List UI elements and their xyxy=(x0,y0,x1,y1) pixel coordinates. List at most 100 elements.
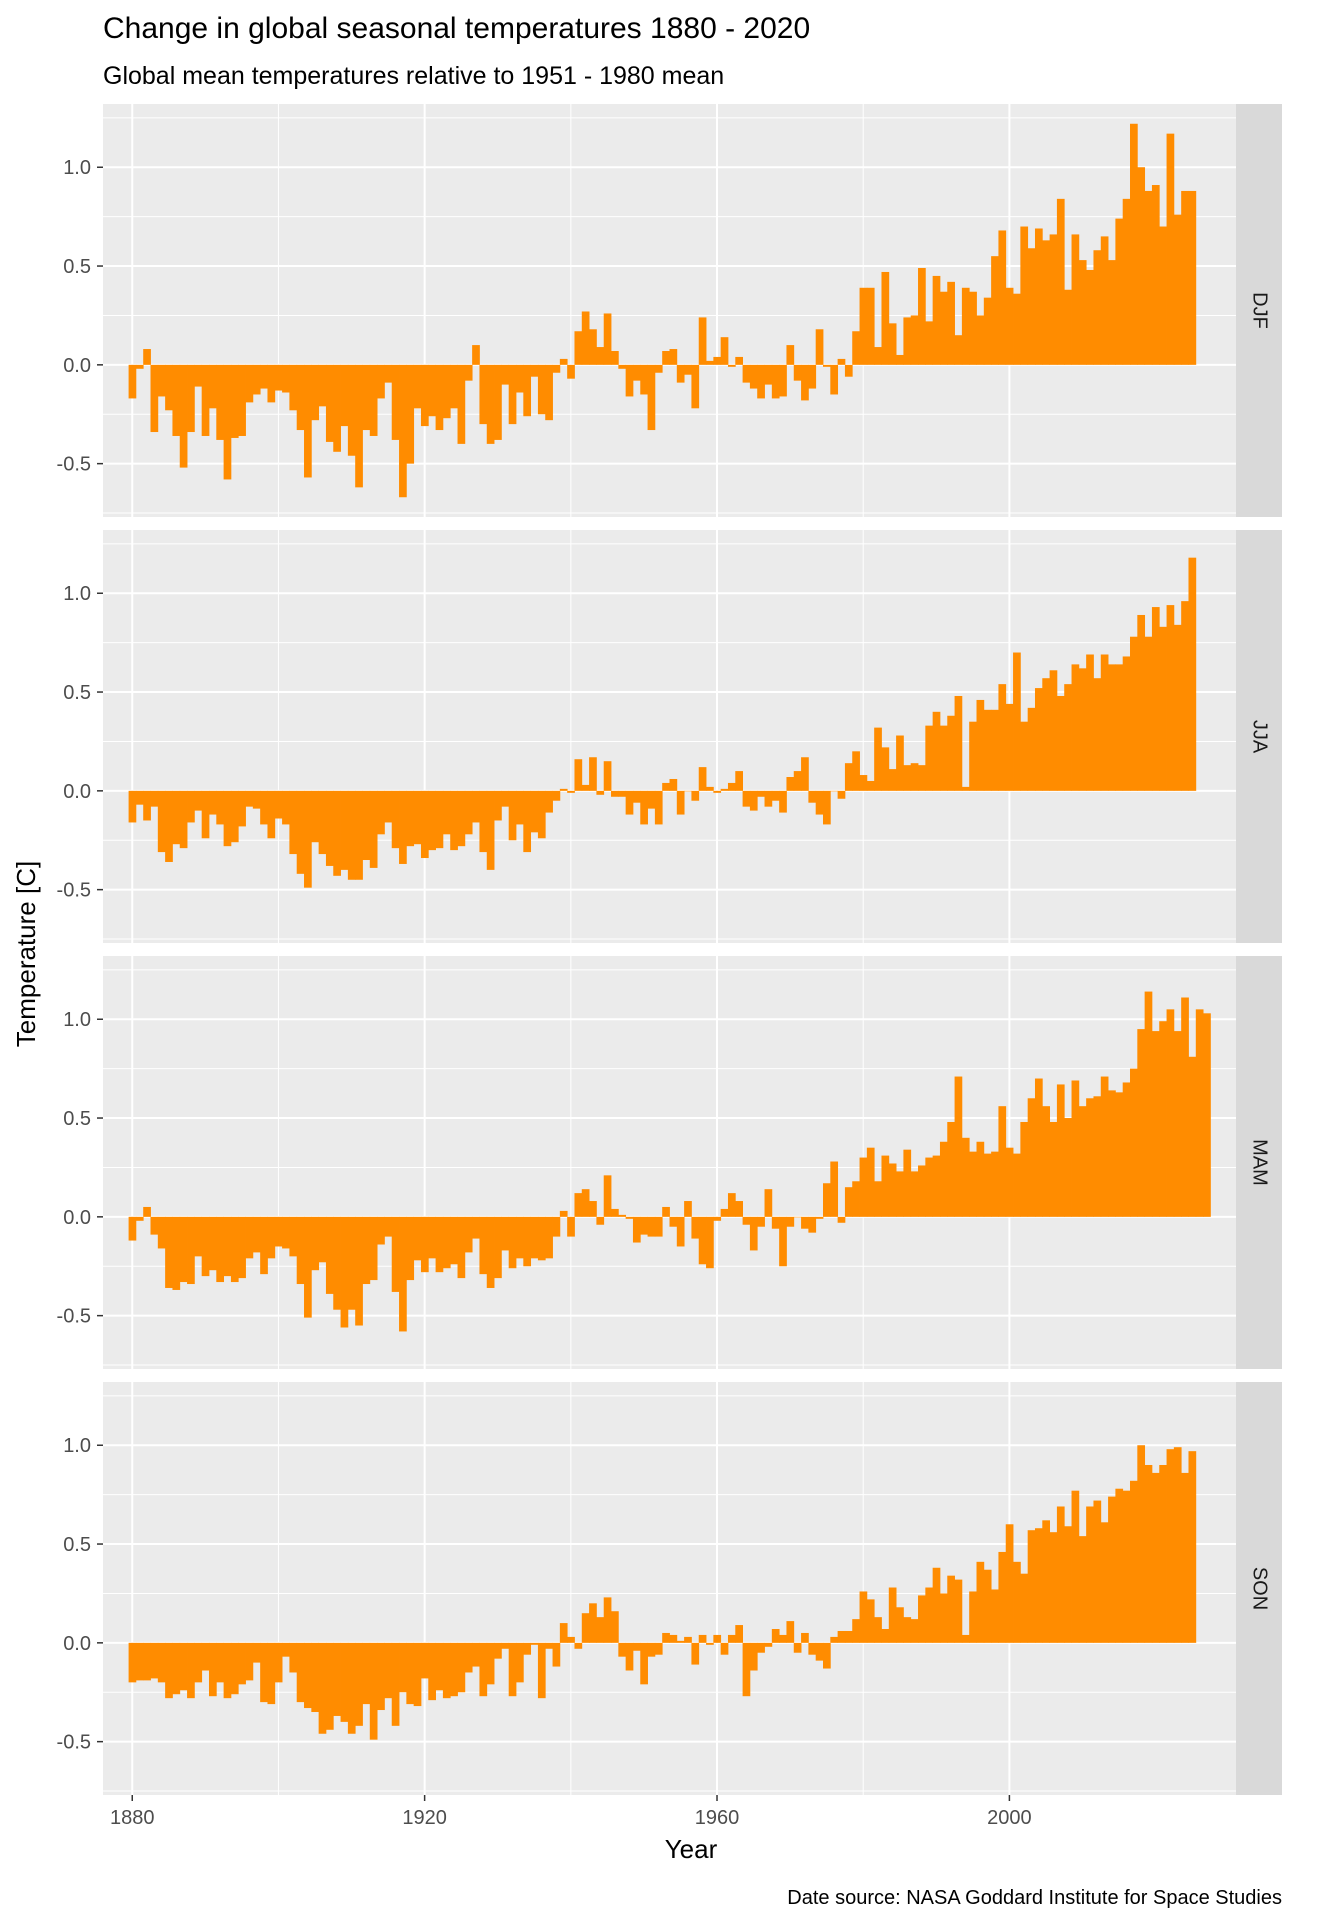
bar-mam-1950 xyxy=(640,1216,648,1235)
bar-djf-1979 xyxy=(852,331,860,365)
bar-son-1957 xyxy=(691,1642,700,1665)
bar-djf-1992 xyxy=(947,281,955,365)
bar-jja-2016 xyxy=(1122,656,1131,791)
bar-djf-1925 xyxy=(457,364,466,444)
bar-mam-1937 xyxy=(545,1216,553,1259)
bar-mam-1947 xyxy=(618,1214,627,1217)
bar-jja-1995 xyxy=(969,721,977,791)
bar-djf-1920 xyxy=(420,364,429,427)
bar-mam-1992 xyxy=(947,1121,955,1217)
bar-jja-2011 xyxy=(1086,654,1094,791)
bar-mam-1955 xyxy=(676,1216,685,1247)
bar-djf-1948 xyxy=(625,364,634,397)
data-source-caption: Date source: NASA Goddard Institute for … xyxy=(787,1887,1282,1909)
bar-mam-1895 xyxy=(238,1216,246,1279)
bar-jja-1910 xyxy=(347,790,356,880)
bar-djf-2014 xyxy=(1108,260,1116,365)
bar-son-1928 xyxy=(479,1642,488,1697)
bar-jja-1982 xyxy=(874,727,882,791)
bar-son-2012 xyxy=(1093,1500,1102,1643)
bar-son-2003 xyxy=(1027,1530,1036,1643)
bar-djf-2011 xyxy=(1086,269,1094,365)
bar-jja-2013 xyxy=(1100,654,1109,791)
bar-djf-1952 xyxy=(654,364,663,373)
bar-jja-1912 xyxy=(362,790,371,861)
bar-son-1931 xyxy=(501,1642,510,1649)
bar-son-1897 xyxy=(252,1642,261,1663)
bar-jja-1907 xyxy=(325,790,334,866)
bar-djf-1906 xyxy=(318,364,327,407)
bar-son-1891 xyxy=(208,1642,217,1697)
bar-son-1910 xyxy=(347,1642,356,1734)
bar-mam-1943 xyxy=(589,1201,597,1217)
bar-jja-1902 xyxy=(289,790,298,855)
bar-son-1951 xyxy=(647,1642,656,1657)
x-axis-title: Year xyxy=(665,1834,718,1864)
facet-strip xyxy=(1236,956,1282,1369)
bar-mam-1909 xyxy=(340,1216,349,1328)
bar-son-1935 xyxy=(530,1642,539,1645)
bar-jja-1903 xyxy=(296,790,305,874)
bar-djf-1930 xyxy=(494,364,502,440)
bar-son-1996 xyxy=(976,1561,985,1643)
y-tick-label: 0.5 xyxy=(63,1108,91,1130)
bar-mam-1916 xyxy=(391,1216,400,1292)
bar-djf-1915 xyxy=(384,364,393,383)
bar-son-1919 xyxy=(413,1642,422,1707)
bar-djf-1910 xyxy=(347,364,356,456)
bar-mam-1988 xyxy=(918,1165,926,1217)
bar-jja-1885 xyxy=(165,790,173,862)
bar-son-1984 xyxy=(888,1587,897,1643)
bar-jja-1905 xyxy=(311,790,320,843)
bar-djf-1892 xyxy=(216,364,225,440)
bar-djf-1951 xyxy=(647,364,656,431)
bar-mam-1960 xyxy=(713,1216,722,1221)
bar-mam-1963 xyxy=(735,1201,743,1217)
bar-mam-2025 xyxy=(1188,1056,1197,1217)
bar-mam-2000 xyxy=(1005,1147,1014,1217)
bar-jja-1989 xyxy=(925,725,934,791)
bar-son-1972 xyxy=(801,1632,809,1643)
bar-jja-2005 xyxy=(1042,678,1051,791)
bar-jja-1920 xyxy=(420,790,429,859)
bar-son-1994 xyxy=(961,1634,970,1643)
bar-jja-1960 xyxy=(713,790,722,793)
bar-jja-1934 xyxy=(523,790,532,853)
bar-jja-1962 xyxy=(727,782,736,791)
bar-mam-1915 xyxy=(384,1216,393,1237)
bar-djf-1903 xyxy=(296,364,305,431)
bar-djf-1895 xyxy=(238,364,246,436)
bar-djf-1900 xyxy=(274,364,283,391)
bar-son-1986 xyxy=(903,1617,912,1643)
bar-mam-1973 xyxy=(808,1216,817,1233)
bar-son-1990 xyxy=(932,1567,941,1643)
bar-son-1940 xyxy=(567,1636,575,1643)
bar-mam-1925 xyxy=(457,1216,466,1279)
bar-jja-2014 xyxy=(1108,664,1116,791)
bar-son-2020 xyxy=(1151,1472,1160,1643)
bar-jja-1940 xyxy=(567,790,575,793)
bar-jja-1889 xyxy=(194,790,203,811)
bar-son-1883 xyxy=(150,1642,159,1679)
bar-son-2009 xyxy=(1071,1490,1080,1643)
bar-son-1978 xyxy=(844,1630,853,1643)
x-tick-label: 2000 xyxy=(987,1807,1032,1829)
bar-djf-2013 xyxy=(1100,236,1109,365)
bar-mam-2015 xyxy=(1115,1092,1124,1217)
bar-djf-1968 xyxy=(771,364,780,399)
bar-jja-1929 xyxy=(486,790,495,870)
facet-strip xyxy=(1236,530,1282,943)
y-tick-label: 0.5 xyxy=(63,682,91,704)
bar-djf-1967 xyxy=(764,364,773,385)
bar-jja-1997 xyxy=(983,709,992,791)
bar-jja-1969 xyxy=(779,790,787,813)
bar-jja-1954 xyxy=(669,778,678,791)
bar-son-1963 xyxy=(735,1625,743,1643)
bar-jja-2015 xyxy=(1115,664,1124,791)
bar-jja-1893 xyxy=(223,790,232,847)
y-tick-label: 1.0 xyxy=(63,583,91,605)
bar-mam-1906 xyxy=(318,1216,327,1263)
bar-mam-1899 xyxy=(267,1216,276,1259)
bar-djf-1928 xyxy=(479,364,488,425)
bar-mam-1956 xyxy=(684,1201,692,1217)
